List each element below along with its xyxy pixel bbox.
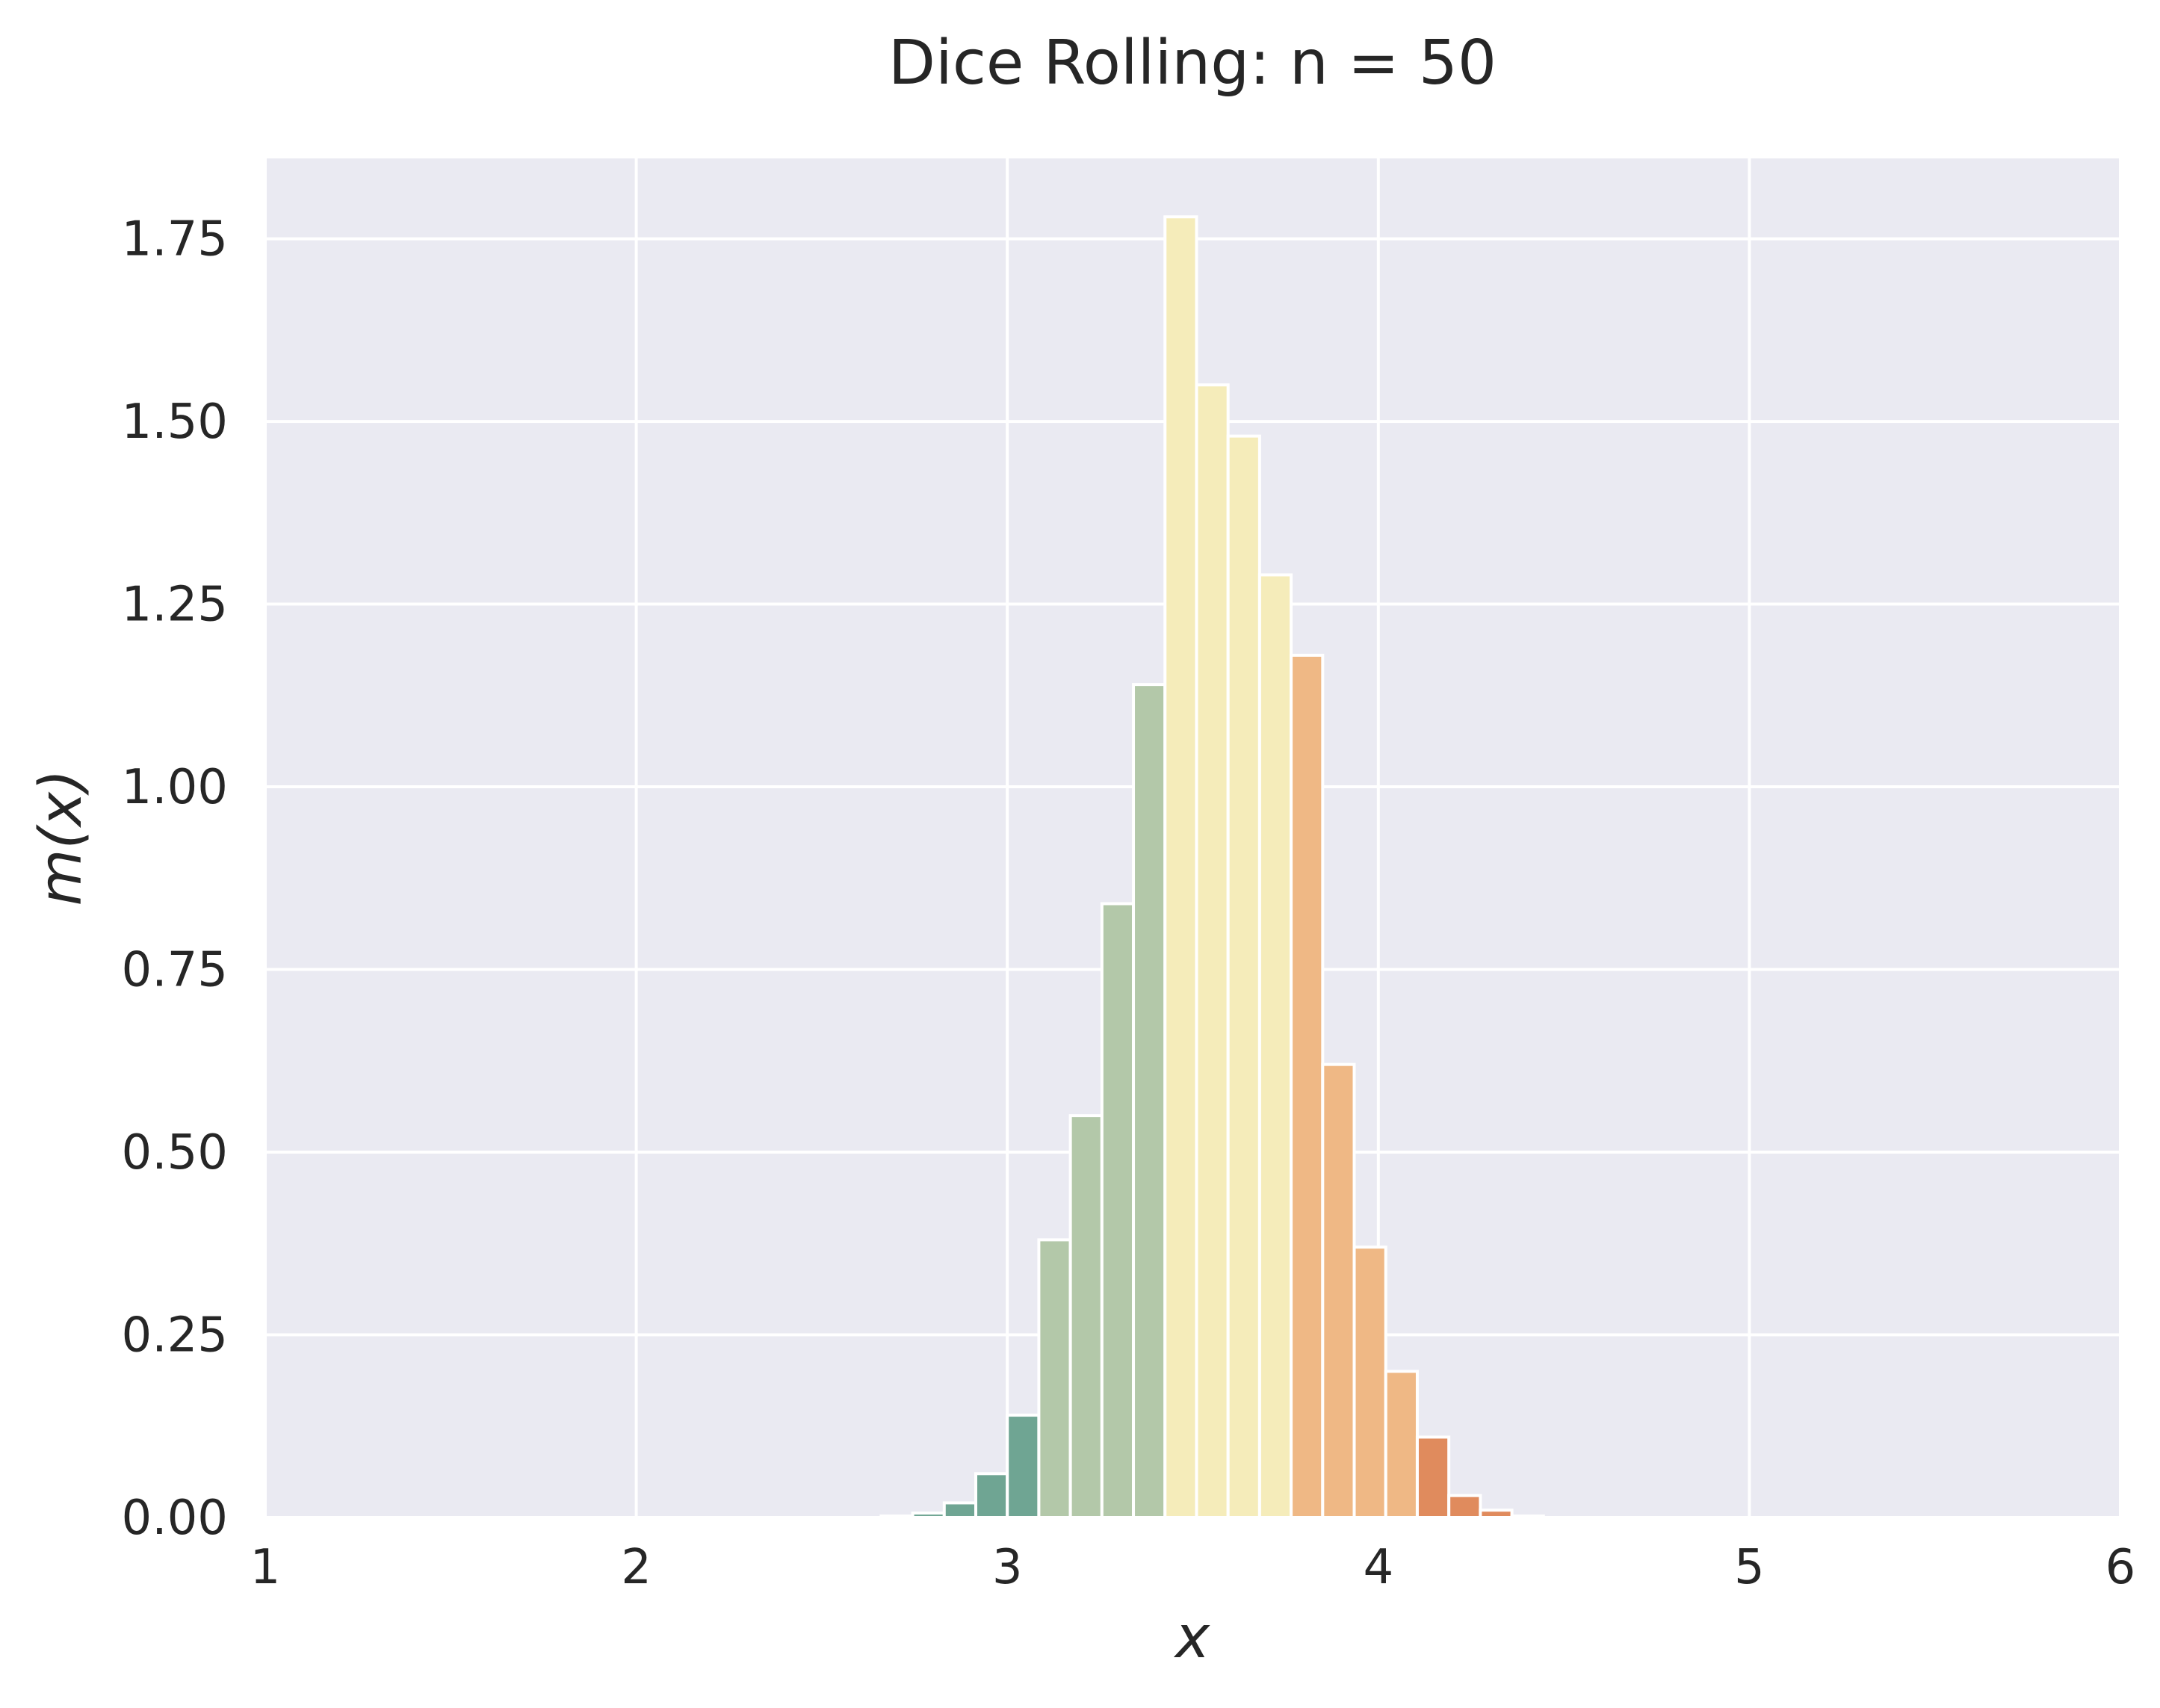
histogram-bar <box>1257 573 1293 1520</box>
histogram-bar <box>1195 383 1230 1520</box>
histogram-bar <box>1321 1062 1356 1519</box>
histogram-bar <box>1415 1435 1451 1519</box>
histogram-bars <box>879 215 1545 1520</box>
histogram-bar <box>1384 1370 1419 1519</box>
histogram-bar <box>1037 1238 1072 1519</box>
histogram-bar <box>1510 1514 1545 1519</box>
y-tick-label: 1.00 <box>122 760 229 815</box>
x-tick-label: 2 <box>621 1540 652 1595</box>
x-tick-labels: 1 2 3 4 5 6 <box>250 1540 2136 1595</box>
histogram-bar <box>1132 683 1167 1519</box>
y-tick-label: 0.75 <box>122 943 229 998</box>
x-tick-label: 5 <box>1734 1540 1765 1595</box>
histogram-bar <box>1226 434 1261 1519</box>
histogram-bar <box>879 1514 915 1519</box>
histogram-bar <box>1447 1494 1482 1519</box>
y-tick-label: 1.75 <box>122 212 229 267</box>
histogram-bar <box>942 1501 977 1520</box>
y-tick-label: 0.50 <box>122 1125 229 1181</box>
y-tick-label: 1.25 <box>122 578 229 633</box>
x-tick-label: 4 <box>1363 1540 1393 1595</box>
y-axis-label: m(x) <box>28 769 95 906</box>
histogram-bar <box>1479 1509 1514 1520</box>
x-axis-label: x <box>1173 1604 1210 1671</box>
histogram-bar <box>1100 902 1136 1519</box>
y-tick-label: 1.50 <box>122 394 229 450</box>
histogram-bar <box>1163 215 1198 1519</box>
histogram-bar <box>1068 1114 1104 1519</box>
x-tick-label: 1 <box>250 1540 281 1595</box>
y-tick-label: 0.00 <box>122 1491 229 1546</box>
y-tick-label: 0.25 <box>122 1308 229 1364</box>
y-tick-labels: 0.00 0.25 0.50 0.75 1.00 1.25 1.50 1.75 <box>122 212 229 1546</box>
x-tick-label: 6 <box>2105 1540 2136 1595</box>
histogram-bar <box>1352 1246 1387 1519</box>
x-tick-label: 3 <box>992 1540 1023 1595</box>
histogram-bar <box>911 1511 946 1519</box>
histogram-bar <box>1006 1414 1041 1520</box>
histogram-bar <box>974 1472 1009 1520</box>
chart-title: Dice Rolling: n = 50 <box>888 28 1497 99</box>
histogram-bar <box>1290 654 1325 1519</box>
